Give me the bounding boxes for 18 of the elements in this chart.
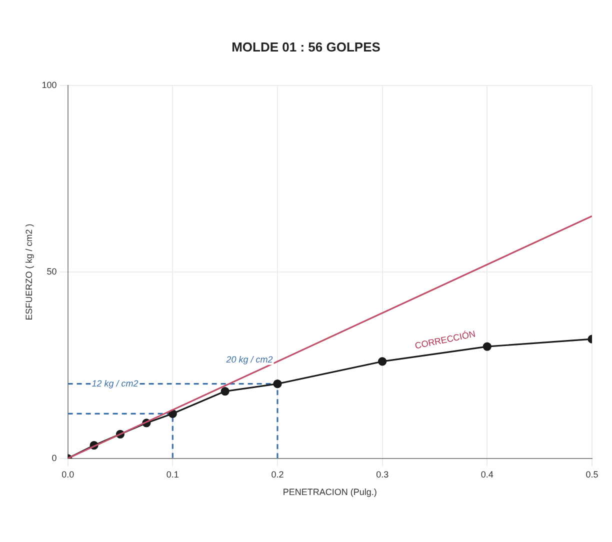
chart-title: MOLDE 01 : 56 GOLPES bbox=[232, 39, 381, 54]
annotation: 20 kg / cm2 bbox=[225, 354, 273, 364]
y-axis-title: ESFUERZO ( kg / cm2 ) bbox=[24, 224, 34, 320]
x-tick-label: 0.4 bbox=[480, 469, 494, 480]
point bbox=[378, 357, 387, 366]
point bbox=[220, 386, 230, 396]
point bbox=[273, 380, 282, 388]
x-tick-label: 0.2 bbox=[271, 469, 284, 480]
x-tick-label: 0.1 bbox=[166, 469, 179, 480]
y-tick-label: 50 bbox=[46, 266, 57, 276]
x-axis-title: PENETRACION (Pulg.) bbox=[282, 487, 377, 498]
y-tick-label: 0 bbox=[52, 452, 57, 463]
point bbox=[482, 342, 492, 351]
y-tick-label: 100 bbox=[42, 80, 57, 90]
annotation: 12 kg / cm2 bbox=[92, 378, 138, 388]
x-tick-label: 0.3 bbox=[376, 469, 389, 480]
x-tick-label: 0.5 bbox=[586, 469, 598, 480]
x-tick-label: 0.0 bbox=[62, 469, 74, 480]
